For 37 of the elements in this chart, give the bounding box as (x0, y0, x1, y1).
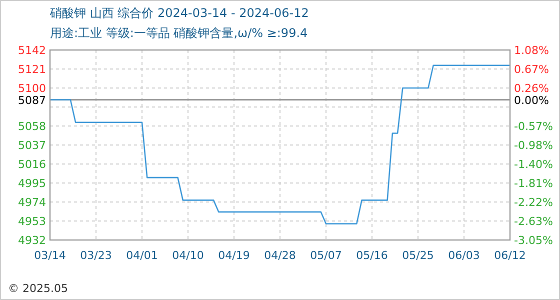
x-tick-label: 04/01 (126, 249, 158, 262)
y-tick-label: 4995 (18, 177, 46, 190)
y2-tick-label: -0.57% (514, 120, 553, 133)
y2-tick-label: -3.05% (514, 234, 553, 247)
chart-title: 硝酸钾 山西 综合价 2024-03-14 - 2024-06-12 (49, 6, 309, 20)
y-tick-label: 5121 (18, 63, 46, 76)
x-tick-label: 06/12 (494, 249, 526, 262)
chart-subtitle: 用途:工业 等级:一等品 硝酸钾含量,ω/% ≥:99.4 (50, 26, 308, 40)
y-tick-label: 5142 (18, 44, 46, 57)
y2-tick-label: -2.22% (514, 196, 553, 209)
y2-tick-label: 0.00% (514, 94, 549, 107)
x-tick-label: 06/03 (448, 249, 480, 262)
y-tick-label: 4974 (18, 196, 46, 209)
x-tick-label: 03/14 (34, 249, 66, 262)
y-tick-label: 4932 (18, 234, 46, 247)
y2-tick-label: 0.67% (514, 63, 549, 76)
x-tick-label: 04/19 (218, 249, 250, 262)
y2-tick-label: -2.63% (514, 214, 553, 228)
y-tick-label: 4953 (18, 215, 46, 228)
text: © 2025.05 (8, 282, 68, 295)
y2-tick-label: 1.08% (514, 44, 549, 57)
x-tick-label: 03/23 (80, 249, 112, 262)
x-tick-label: 04/10 (172, 249, 204, 262)
y2-tick-label: 0.26% (514, 82, 549, 95)
ref-line-label: 5087 (18, 94, 46, 107)
y2-tick-label: -1.40% (514, 158, 553, 172)
y2-tick-label: -1.81% (514, 177, 553, 190)
y2-tick-label: -0.98% (514, 139, 553, 152)
y-tick-label: 5058 (18, 120, 46, 133)
y-tick-label: 5016 (18, 158, 46, 171)
y-tick-label: 5037 (18, 139, 46, 152)
x-tick-label: 05/25 (402, 249, 434, 262)
line-series (49, 64, 511, 224)
x-tick-label: 04/28 (264, 249, 296, 262)
x-tick-label: 05/07 (310, 249, 342, 262)
y-tick-label: 5100 (18, 82, 46, 95)
x-tick-label: 05/16 (356, 249, 388, 262)
